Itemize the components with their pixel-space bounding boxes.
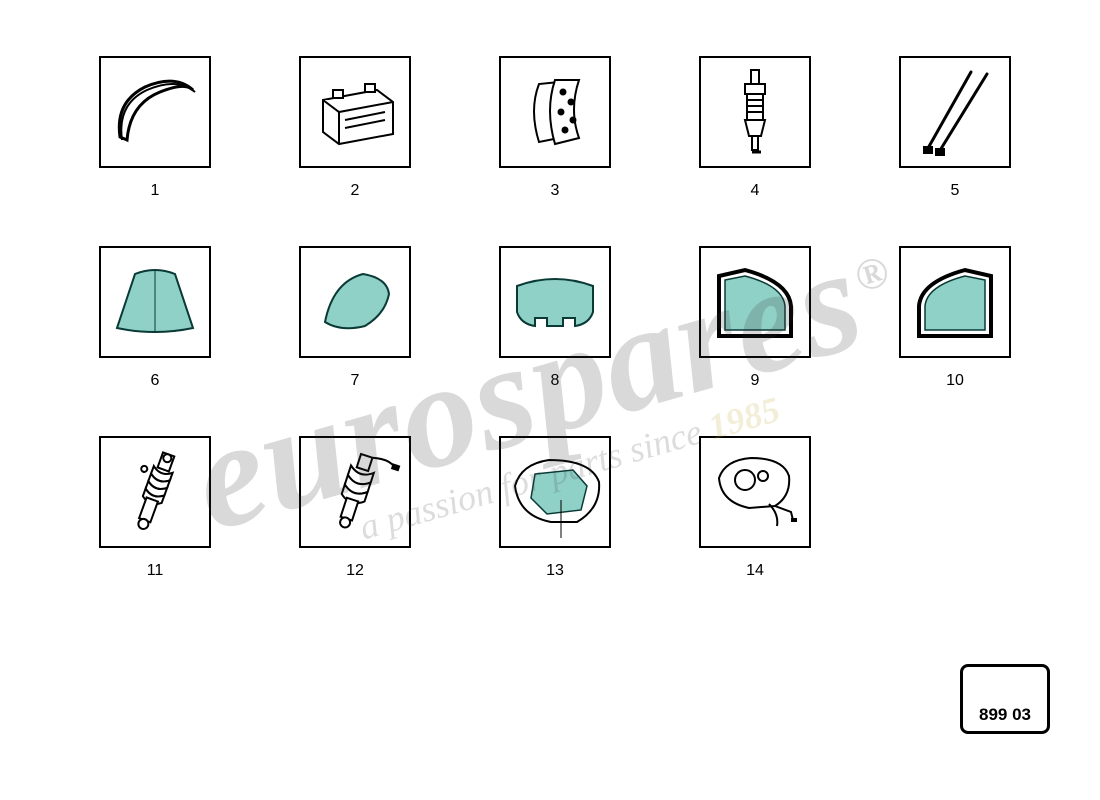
part-label-10: 10 (946, 372, 964, 390)
part-label-6: 6 (151, 372, 160, 390)
part-label-13: 13 (546, 562, 564, 580)
reference-id-box: 899 03 (960, 664, 1050, 734)
part-label-7: 7 (351, 372, 360, 390)
part-label-1: 1 (151, 182, 160, 200)
part-cell-3: 3 (455, 50, 655, 240)
mirror-glass-icon (499, 436, 611, 548)
part-cell-4: 4 (655, 50, 855, 240)
side-mirror-assembly-icon (699, 436, 811, 548)
part-cell-8: 8 (455, 240, 655, 430)
windshield-icon (99, 246, 211, 358)
part-label-2: 2 (351, 182, 360, 200)
brake-pads-icon (499, 56, 611, 168)
part-cell-9: 9 (655, 240, 855, 430)
part-label-9: 9 (751, 372, 760, 390)
part-label-5: 5 (951, 182, 960, 200)
part-cell-7: 7 (255, 240, 455, 430)
part-cell-1: 1 (55, 50, 255, 240)
parts-grid: 1 2 3 (55, 50, 1055, 620)
drive-belt-icon (99, 56, 211, 168)
door-glass-icon (299, 246, 411, 358)
part-cell-5: 5 (855, 50, 1055, 240)
part-label-11: 11 (147, 562, 164, 580)
reference-id: 899 03 (979, 705, 1031, 725)
part-cell-11: 11 (55, 430, 255, 620)
part-cell-13: 13 (455, 430, 655, 620)
part-label-12: 12 (346, 562, 364, 580)
quarter-glass-right-icon (699, 246, 811, 358)
spark-plug-icon (699, 56, 811, 168)
battery-icon (299, 56, 411, 168)
part-label-8: 8 (551, 372, 560, 390)
part-cell-6: 6 (55, 240, 255, 430)
part-cell-12: 12 (255, 430, 455, 620)
part-cell-14: 14 (655, 430, 855, 620)
shock-absorber-rear-icon (299, 436, 411, 548)
part-label-4: 4 (751, 182, 760, 200)
part-cell-2: 2 (255, 50, 455, 240)
quarter-glass-left-icon (899, 246, 1011, 358)
part-label-3: 3 (551, 182, 560, 200)
part-label-14: 14 (746, 562, 764, 580)
wiper-blades-icon (899, 56, 1011, 168)
rear-glass-icon (499, 246, 611, 358)
shock-absorber-front-icon (99, 436, 211, 548)
part-cell-10: 10 (855, 240, 1055, 430)
